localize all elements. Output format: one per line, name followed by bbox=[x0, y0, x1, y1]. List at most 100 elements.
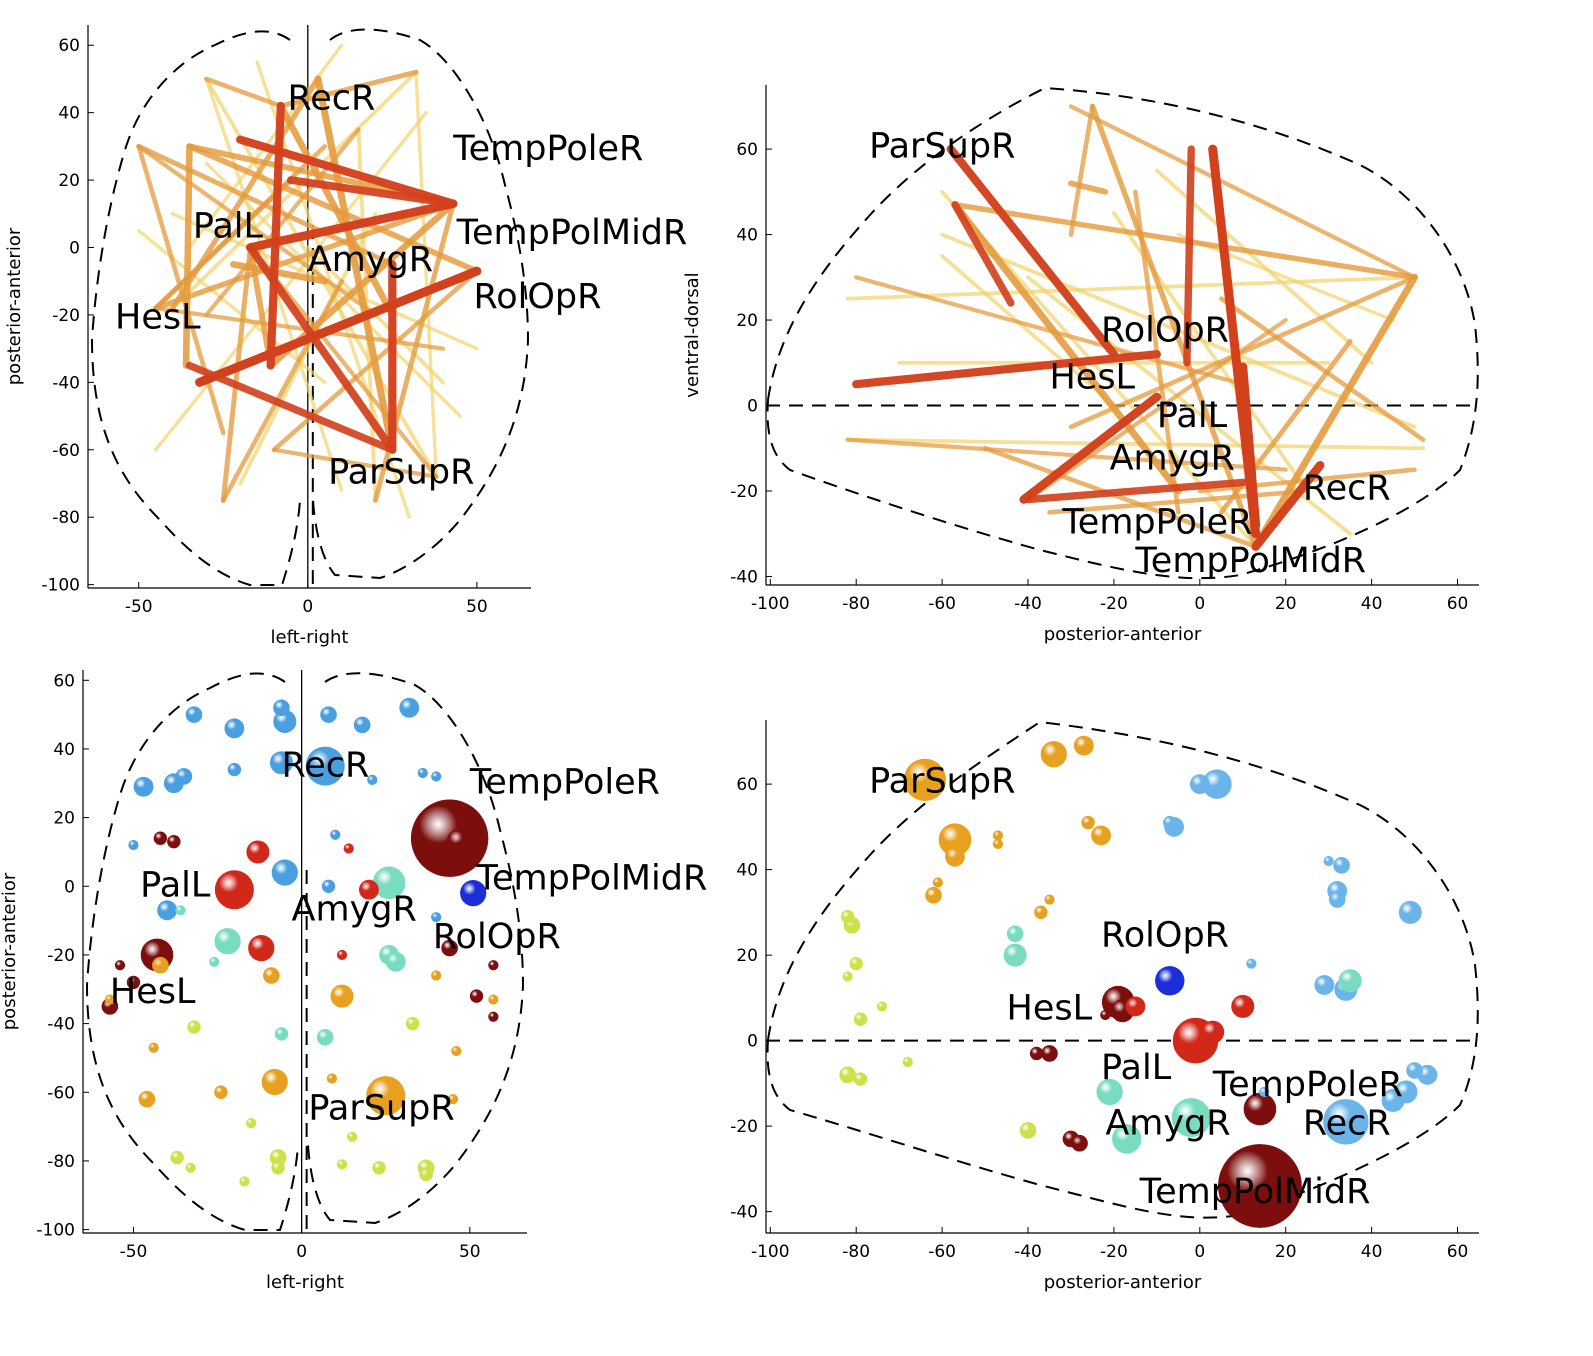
node bbox=[1231, 994, 1255, 1018]
node bbox=[853, 1072, 868, 1086]
node bbox=[419, 1167, 433, 1182]
y-tick-label: 60 bbox=[736, 140, 758, 160]
node bbox=[1034, 905, 1048, 920]
y-tick-label: 20 bbox=[53, 809, 75, 829]
region-label: ParSupR bbox=[869, 762, 1015, 802]
node bbox=[1406, 1062, 1423, 1079]
region-label: RolOpR bbox=[474, 277, 602, 317]
edge bbox=[277, 102, 396, 319]
node bbox=[1155, 966, 1185, 996]
x-tick-label: -50 bbox=[120, 1242, 148, 1262]
node bbox=[1381, 1088, 1405, 1112]
y-tick-label: 0 bbox=[747, 1032, 758, 1052]
edge bbox=[152, 200, 456, 311]
edge bbox=[1252, 273, 1419, 551]
edge bbox=[1176, 232, 1395, 322]
edge bbox=[1019, 392, 1162, 504]
node bbox=[133, 776, 154, 797]
x-tick-label: 40 bbox=[1361, 1242, 1383, 1262]
node bbox=[246, 1118, 257, 1129]
node bbox=[326, 1073, 338, 1084]
x-tick-label: -60 bbox=[928, 594, 956, 614]
y-tick-label: 0 bbox=[747, 397, 758, 417]
node bbox=[239, 1176, 250, 1187]
y-tick-label: 20 bbox=[58, 171, 80, 191]
x-tick-label: 50 bbox=[466, 597, 488, 617]
node bbox=[209, 956, 220, 967]
region-label: RolOpR bbox=[1101, 916, 1229, 956]
brain-outline bbox=[90, 30, 301, 586]
node bbox=[330, 984, 354, 1008]
y-tick-label: -100 bbox=[41, 576, 80, 596]
node bbox=[1081, 815, 1095, 830]
node bbox=[405, 1016, 420, 1031]
node bbox=[1100, 1009, 1111, 1021]
region-label: RolOpR bbox=[433, 917, 561, 957]
node bbox=[336, 1159, 348, 1170]
x-tick-label: -50 bbox=[125, 597, 153, 617]
node bbox=[126, 975, 141, 990]
node bbox=[336, 949, 348, 961]
edge bbox=[1068, 104, 1095, 237]
node bbox=[441, 939, 458, 957]
x-tick-label: -100 bbox=[751, 594, 790, 614]
node bbox=[902, 1056, 913, 1068]
edge bbox=[195, 266, 482, 387]
node bbox=[271, 1161, 285, 1175]
node bbox=[1171, 1098, 1211, 1138]
x-tick-label: -20 bbox=[1100, 1242, 1128, 1262]
x-axis-label: posterior-anterior bbox=[1044, 1272, 1202, 1293]
node bbox=[903, 758, 947, 801]
node bbox=[316, 1029, 334, 1046]
x-tick-label: 50 bbox=[459, 1242, 481, 1262]
y-tick-label: -20 bbox=[52, 306, 80, 326]
region-label: AmygR bbox=[1110, 439, 1235, 479]
node bbox=[187, 1020, 201, 1034]
node bbox=[842, 971, 853, 982]
node bbox=[1003, 943, 1027, 967]
edge bbox=[204, 161, 462, 418]
x-tick-label: 0 bbox=[1194, 1242, 1205, 1262]
region-label: ParSupR bbox=[308, 1089, 454, 1129]
edge bbox=[153, 177, 294, 311]
y-tick-label: 40 bbox=[736, 226, 758, 246]
edge bbox=[266, 101, 285, 370]
node bbox=[1333, 857, 1350, 874]
x-axis-label: left-right bbox=[271, 627, 349, 648]
node bbox=[170, 1150, 184, 1165]
node bbox=[321, 879, 336, 893]
edge bbox=[1238, 362, 1261, 530]
node bbox=[460, 880, 487, 907]
node bbox=[446, 828, 473, 855]
edge bbox=[271, 447, 439, 479]
region-label: RecR bbox=[1303, 1104, 1391, 1144]
y-tick-label: -100 bbox=[36, 1221, 75, 1241]
y-axis-label: ventral-dorsal bbox=[682, 272, 703, 397]
region-label: TempPolMidR bbox=[476, 859, 708, 899]
x-tick-label: -100 bbox=[751, 1242, 790, 1262]
y-axis-label: posterior-anterior bbox=[4, 227, 25, 385]
edge bbox=[940, 254, 1116, 408]
region-label: PalL bbox=[193, 206, 264, 246]
x-tick-label: -80 bbox=[842, 594, 870, 614]
region-label: HesL bbox=[1007, 988, 1093, 1028]
region-label: TempPolMidR bbox=[1134, 541, 1366, 581]
node bbox=[1328, 891, 1346, 908]
edge bbox=[951, 200, 1015, 307]
node bbox=[1246, 958, 1257, 969]
node bbox=[1096, 1078, 1123, 1106]
region-label: ParSupR bbox=[869, 127, 1015, 167]
edge bbox=[845, 275, 1417, 301]
region-label: TempPolMidR bbox=[456, 213, 688, 253]
node bbox=[1398, 900, 1422, 924]
node bbox=[992, 838, 1004, 850]
node bbox=[431, 912, 442, 923]
edge bbox=[952, 201, 1418, 281]
y-tick-label: 60 bbox=[53, 671, 75, 691]
x-tick-label: 0 bbox=[296, 1242, 307, 1262]
node bbox=[214, 928, 241, 955]
edge bbox=[182, 143, 193, 369]
node bbox=[263, 967, 280, 984]
node bbox=[346, 1131, 358, 1142]
node bbox=[1044, 894, 1055, 905]
